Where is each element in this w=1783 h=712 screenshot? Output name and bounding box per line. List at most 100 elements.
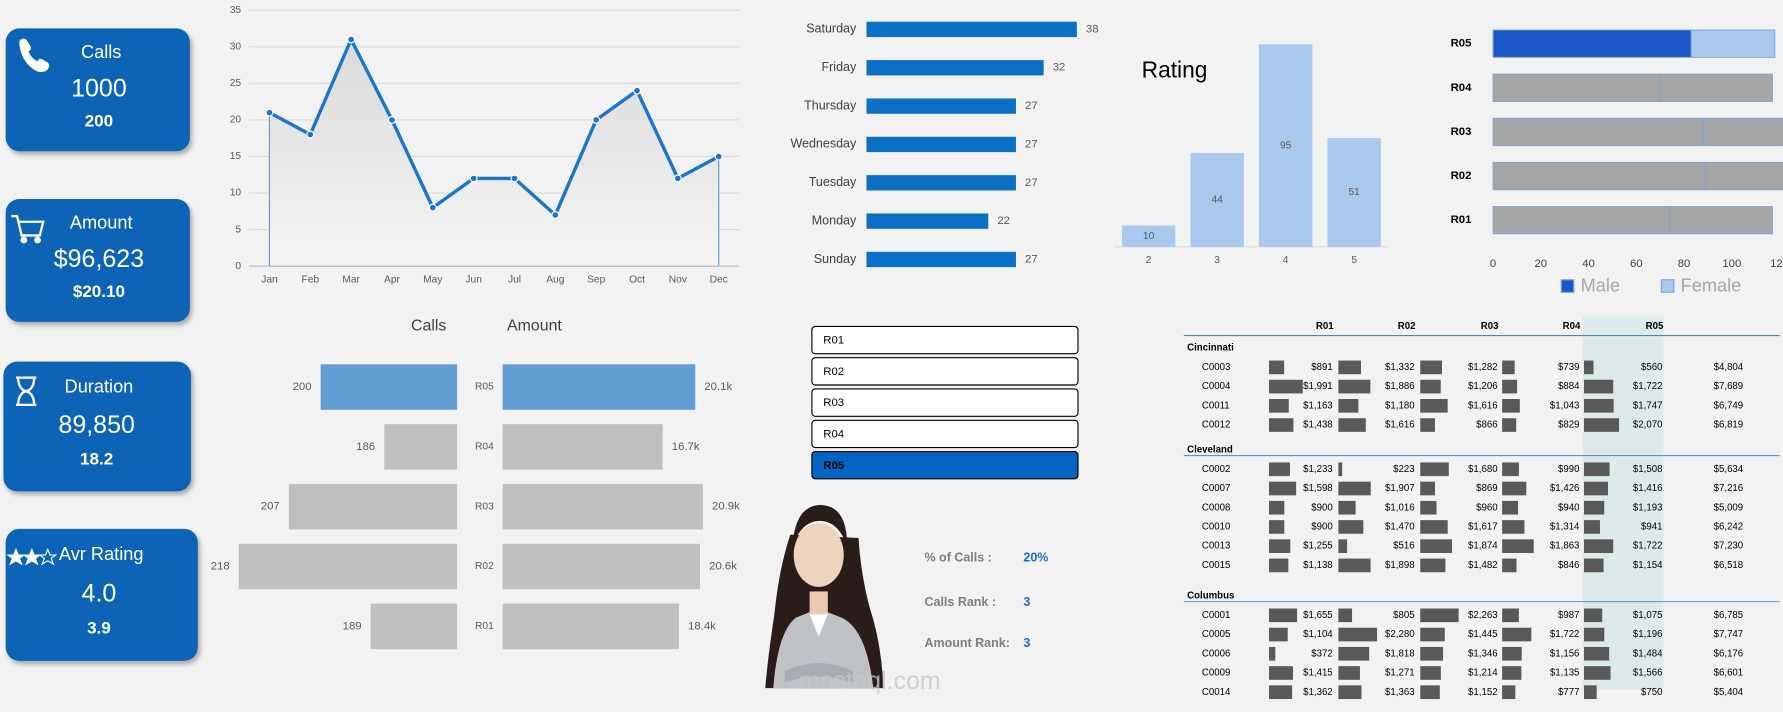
data-bar (1584, 627, 1605, 642)
slicer-label[interactable]: R03 (823, 397, 844, 409)
data-bar (1420, 685, 1440, 700)
slicer-button[interactable] (811, 419, 1079, 449)
y-tick-label: 25 (230, 78, 242, 89)
slicer-button[interactable] (811, 325, 1079, 355)
kpi-sub: 200 (85, 111, 113, 130)
bar (866, 98, 1016, 114)
cell-value: $1,874 (1468, 541, 1498, 552)
data-bar (1502, 539, 1534, 553)
row-label: C0007 (1202, 483, 1230, 494)
bar-segment (1492, 73, 1661, 102)
x-tick-label: 0 (1490, 258, 1496, 270)
y-tick-label: 10 (230, 188, 242, 199)
cell-value: $1,180 (1385, 400, 1415, 411)
data-bar (1338, 398, 1359, 413)
data-bar (1338, 500, 1356, 515)
data-bar (1269, 627, 1288, 642)
stars-icon (6, 547, 58, 566)
cell-value: $1,314 (1550, 521, 1580, 532)
cell-value: $1,508 (1633, 464, 1663, 475)
slicer-button[interactable] (811, 388, 1079, 417)
data-label: 32 (1053, 62, 1066, 74)
data-bar (1584, 418, 1620, 432)
cell-value: $1,206 (1468, 381, 1498, 392)
cell-value: $739 (1558, 362, 1579, 373)
legend-label: Female (1681, 275, 1742, 295)
data-bar (1338, 646, 1370, 661)
data-bar (1269, 558, 1289, 573)
slicer-button[interactable] (811, 450, 1079, 480)
data-bar (1338, 666, 1360, 680)
bar (288, 483, 458, 530)
cell-value: $805 (1393, 610, 1414, 621)
cell-value: $1,566 (1633, 668, 1663, 679)
data-bar (1502, 398, 1520, 413)
bar (384, 424, 458, 470)
cell-value: $223 (1393, 464, 1414, 475)
slicer-label[interactable]: R01 (823, 335, 844, 347)
data-label: 22 (997, 215, 1010, 227)
slicer-button[interactable] (811, 357, 1079, 386)
bar-segment (1492, 206, 1671, 235)
x-tick-label: Sep (587, 274, 605, 285)
cell-value: $1,747 (1633, 400, 1663, 411)
bar (866, 60, 1044, 76)
marker (306, 130, 315, 139)
data-bar (1269, 608, 1298, 623)
cell-value: $1,332 (1385, 362, 1415, 373)
row-label: C0002 (1202, 464, 1230, 475)
x-tick-label: Feb (301, 274, 319, 285)
x-tick-label: Dec (710, 274, 728, 285)
cell-value: $1,075 (1633, 610, 1663, 621)
data-bar (1338, 520, 1364, 534)
slicer-label[interactable]: R04 (823, 428, 844, 440)
kpi-value: 89,850 (58, 411, 134, 439)
x-tick-label: 5 (1351, 255, 1357, 266)
slicer-label[interactable]: R02 (823, 366, 844, 378)
cell-value: $2,070 (1633, 420, 1663, 431)
category-label: Tuesday (809, 175, 857, 189)
x-tick-label: Jan (261, 274, 278, 285)
stat-value: 3 (1023, 636, 1030, 650)
data-label: 218 (211, 561, 230, 573)
cell-value: $777 (1558, 687, 1579, 698)
kpi-label: Amount (70, 212, 133, 232)
data-bar (1420, 462, 1449, 477)
x-tick-label: Jul (508, 274, 521, 285)
data-bar (1584, 646, 1610, 661)
bar-segment (1690, 29, 1776, 58)
phone-icon (19, 38, 50, 73)
row-label: C0006 (1202, 648, 1230, 659)
category-label: Saturday (806, 22, 857, 36)
bar-segment (1492, 161, 1707, 191)
slicer-label[interactable]: R05 (823, 460, 844, 472)
cart-icon (11, 214, 45, 244)
marker (551, 210, 560, 219)
kpi-sub: 18.2 (80, 450, 113, 469)
bar (502, 483, 703, 530)
kpi-card (5, 199, 190, 322)
y-tick-label: 20 (230, 115, 242, 126)
hourglass-icon (15, 376, 37, 407)
cell-value: $1,156 (1550, 648, 1580, 659)
data-bar (1502, 500, 1519, 515)
x-tick-label: 20 (1534, 258, 1547, 270)
cell-value: $940 (1558, 502, 1579, 513)
stat-label: Calls Rank : (924, 595, 996, 609)
chart-title: Rating (1142, 57, 1208, 83)
group-label: Columbus (1187, 591, 1234, 602)
cell-value: $990 (1558, 464, 1579, 475)
category-label: R04 (475, 442, 494, 453)
column-header: R05 (1646, 321, 1664, 332)
bar (866, 251, 1016, 268)
data-bar (1269, 646, 1276, 661)
x-tick-label: Oct (629, 274, 645, 285)
marker (469, 174, 478, 183)
data-bar (1502, 666, 1522, 680)
row-total: $5,404 (1714, 687, 1744, 698)
cell-value: $1,484 (1633, 648, 1663, 659)
data-bar (1269, 666, 1294, 680)
cell-value: $1,907 (1385, 483, 1415, 494)
cell-value: $1,104 (1303, 629, 1333, 640)
